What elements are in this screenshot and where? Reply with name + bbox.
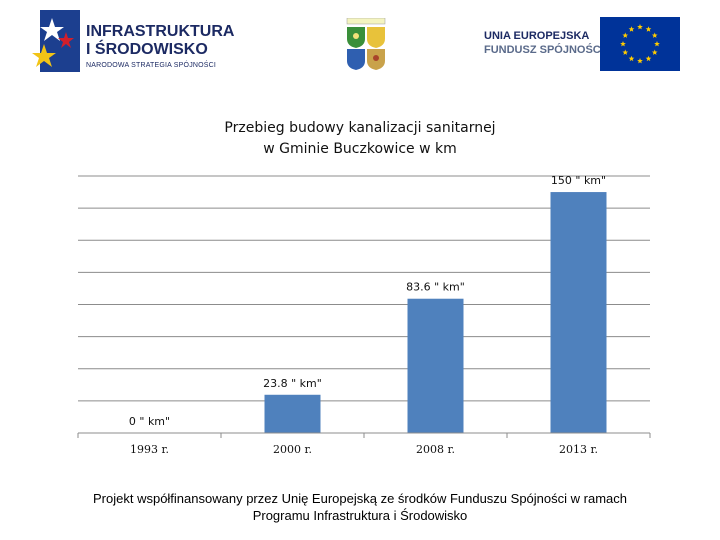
bar (264, 394, 321, 433)
data-label: 23.8 " km" (263, 377, 322, 390)
eu-star-icon (637, 24, 643, 30)
footer-line-2: Programu Infrastruktura i Środowisko (252, 508, 468, 523)
nss-logo-icon (32, 10, 80, 72)
infrastruktura-logo: INFRASTRUKTURA I ŚRODOWISKO NARODOWA STR… (30, 10, 240, 74)
bar (550, 192, 607, 433)
tick-label: 2000 r. (273, 443, 312, 456)
tick-label: 1993 r. (130, 443, 169, 456)
chart-title-line-2: w Gminie Buczkowice w km (263, 141, 457, 157)
logo-line-1: INFRASTRUKTURA (86, 23, 235, 40)
footer-line-1: Projekt współfinansowany przez Unię Euro… (93, 491, 627, 506)
tick-label: 2013 r. (559, 443, 598, 456)
tick-label: 2008 r. (416, 443, 455, 456)
eu-logo-text: UNIA EUROPEJSKA FUNDUSZ SPÓJNOŚCI (484, 30, 604, 56)
eu-line-2: FUNDUSZ SPÓJNOŚCI (484, 44, 604, 56)
data-label: 150 " km" (551, 174, 606, 187)
eu-star-icon (622, 32, 629, 38)
data-label: 0 " km" (129, 415, 170, 428)
bar (407, 298, 464, 433)
logo-line-2: I ŚRODOWISKO (86, 41, 208, 58)
coats-of-arms-icon (344, 17, 388, 72)
data-label: 83.6 " km" (406, 281, 465, 294)
logo-line-3: NARODOWA STRATEGIA SPÓJNOŚCI (86, 62, 217, 69)
eu-star-icon (645, 55, 652, 62)
chart-title-line-1: Przebieg budowy kanalizacji sanitarnej (224, 120, 496, 136)
eu-star-icon (651, 49, 658, 55)
eu-line-1: UNIA EUROPEJSKA (484, 30, 590, 42)
eu-star-icon (637, 58, 643, 64)
chart-title: Przebieg budowy kanalizacji sanitarnej w… (160, 118, 560, 160)
eu-star-icon (622, 49, 629, 55)
eu-star-icon (620, 41, 626, 47)
eu-star-icon (645, 26, 652, 32)
eu-star-icon (628, 26, 635, 32)
eu-star-icon (651, 32, 658, 38)
eu-star-icon (628, 55, 635, 62)
footer: Projekt współfinansowany przez Unię Euro… (10, 490, 710, 524)
eu-star-icon (654, 41, 660, 47)
eu-flag-icon (600, 17, 680, 71)
